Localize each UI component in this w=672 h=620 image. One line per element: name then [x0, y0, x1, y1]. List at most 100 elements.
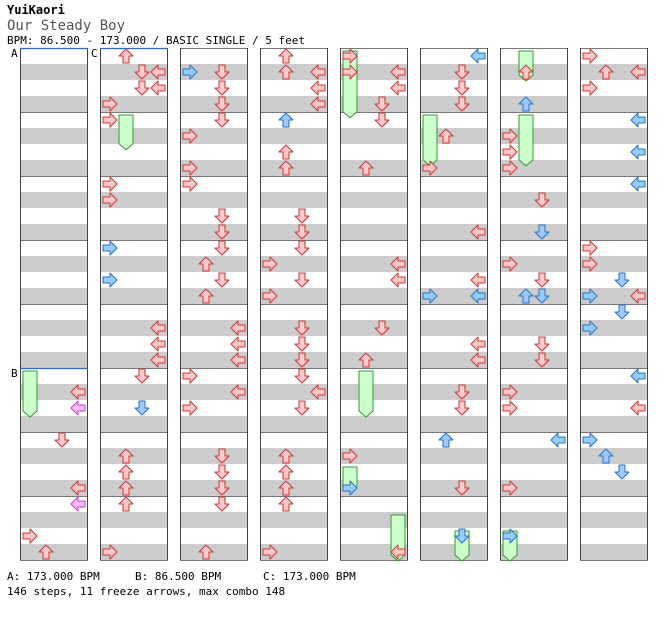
arrow-right-icon [230, 352, 246, 368]
arrow-up-icon [214, 240, 230, 256]
beat-stripe [260, 352, 328, 368]
beat-stripe [180, 352, 248, 368]
beat-stripe [180, 224, 248, 240]
beat-stripe [500, 192, 568, 208]
beat-stripe [500, 480, 568, 496]
arrow-up-icon [54, 432, 70, 448]
arrow-left-icon [102, 240, 118, 256]
arrow-up-icon [454, 480, 470, 496]
arrow-down-icon [198, 544, 214, 560]
beat-stripe [420, 384, 488, 400]
beat-stripe [420, 512, 488, 528]
arrow-right-icon [390, 544, 406, 560]
arrow-left-icon [182, 176, 198, 192]
arrow-down-icon [278, 160, 294, 176]
arrow-up-icon [454, 400, 470, 416]
beat-stripe [20, 64, 88, 80]
song-title: Our Steady Boy [7, 18, 126, 34]
arrow-down-icon [598, 448, 614, 464]
beat-stripe [100, 256, 168, 272]
arrow-up-icon [614, 272, 630, 288]
beat-stripe [500, 288, 568, 304]
arrow-right-icon [150, 64, 166, 80]
beat-stripe [580, 544, 648, 560]
arrow-left-icon [102, 272, 118, 288]
arrow-left-icon [102, 192, 118, 208]
arrow-left-icon [182, 368, 198, 384]
arrow-right-icon [310, 96, 326, 112]
beat-stripe [260, 160, 328, 176]
beat-stripe [500, 352, 568, 368]
beat-stripe [20, 128, 88, 144]
arrow-right-icon [230, 320, 246, 336]
beat-stripe [420, 64, 488, 80]
chart-column [100, 48, 168, 561]
arrow-left-icon [182, 128, 198, 144]
beat-stripe [580, 320, 648, 336]
beat-stripe [100, 384, 168, 400]
beat-stripe [20, 320, 88, 336]
beat-stripe [340, 224, 408, 240]
arrow-right-icon [150, 336, 166, 352]
beat-stripe [180, 416, 248, 432]
beat-stripe [180, 288, 248, 304]
beat-stripe [580, 512, 648, 528]
arrow-down-icon [278, 496, 294, 512]
beat-stripe [100, 544, 168, 560]
beat-stripe [580, 224, 648, 240]
beat-stripe [340, 320, 408, 336]
chart-column [180, 48, 248, 561]
beat-stripe [500, 512, 568, 528]
arrow-left-icon [582, 432, 598, 448]
artist-name: YuiKaori [7, 3, 65, 17]
arrow-right-icon [390, 256, 406, 272]
beat-stripe [100, 192, 168, 208]
arrow-left-icon [502, 528, 518, 544]
beat-stripe [180, 192, 248, 208]
arrow-left-icon [102, 544, 118, 560]
beat-stripe [260, 512, 328, 528]
beat-stripe [420, 160, 488, 176]
freeze-arrow [118, 114, 134, 151]
arrow-right-icon [630, 112, 646, 128]
freeze-arrow [358, 370, 374, 418]
arrow-up-icon [294, 352, 310, 368]
beat-stripe [260, 480, 328, 496]
arrow-left-icon [582, 256, 598, 272]
beat-stripe [340, 416, 408, 432]
beat-stripe [180, 320, 248, 336]
arrow-down-icon [118, 464, 134, 480]
beat-stripe [180, 64, 248, 80]
arrow-left-icon [422, 160, 438, 176]
beat-stripe [500, 64, 568, 80]
arrow-up-icon [214, 224, 230, 240]
beat-stripe [420, 224, 488, 240]
arrow-right-icon [470, 224, 486, 240]
arrow-right-icon [630, 144, 646, 160]
arrow-right-icon [390, 80, 406, 96]
arrow-left-icon [502, 400, 518, 416]
beat-stripe [340, 160, 408, 176]
arrow-left-icon [502, 256, 518, 272]
arrow-left-icon [182, 64, 198, 80]
arrow-left-icon [582, 320, 598, 336]
arrow-down-icon [198, 256, 214, 272]
chart-column [580, 48, 648, 561]
arrow-up-icon [374, 320, 390, 336]
arrow-right-icon [630, 176, 646, 192]
arrow-up-icon [374, 96, 390, 112]
arrow-up-icon [134, 368, 150, 384]
bpm-info: BPM: 86.500 - 173.000 / BASIC SINGLE / 5… [7, 34, 306, 47]
arrow-left-icon [502, 384, 518, 400]
arrow-right-icon [390, 272, 406, 288]
beat-stripe [420, 544, 488, 560]
arrow-up-icon [534, 192, 550, 208]
beat-stripe [100, 96, 168, 112]
arrow-down-icon [118, 48, 134, 64]
arrow-right-icon [150, 320, 166, 336]
chart-stats: 146 steps, 11 freeze arrows, max combo 1… [7, 585, 286, 598]
arrow-down-icon [278, 448, 294, 464]
arrow-left-icon [182, 400, 198, 416]
arrow-up-icon [454, 96, 470, 112]
beat-stripe [180, 480, 248, 496]
